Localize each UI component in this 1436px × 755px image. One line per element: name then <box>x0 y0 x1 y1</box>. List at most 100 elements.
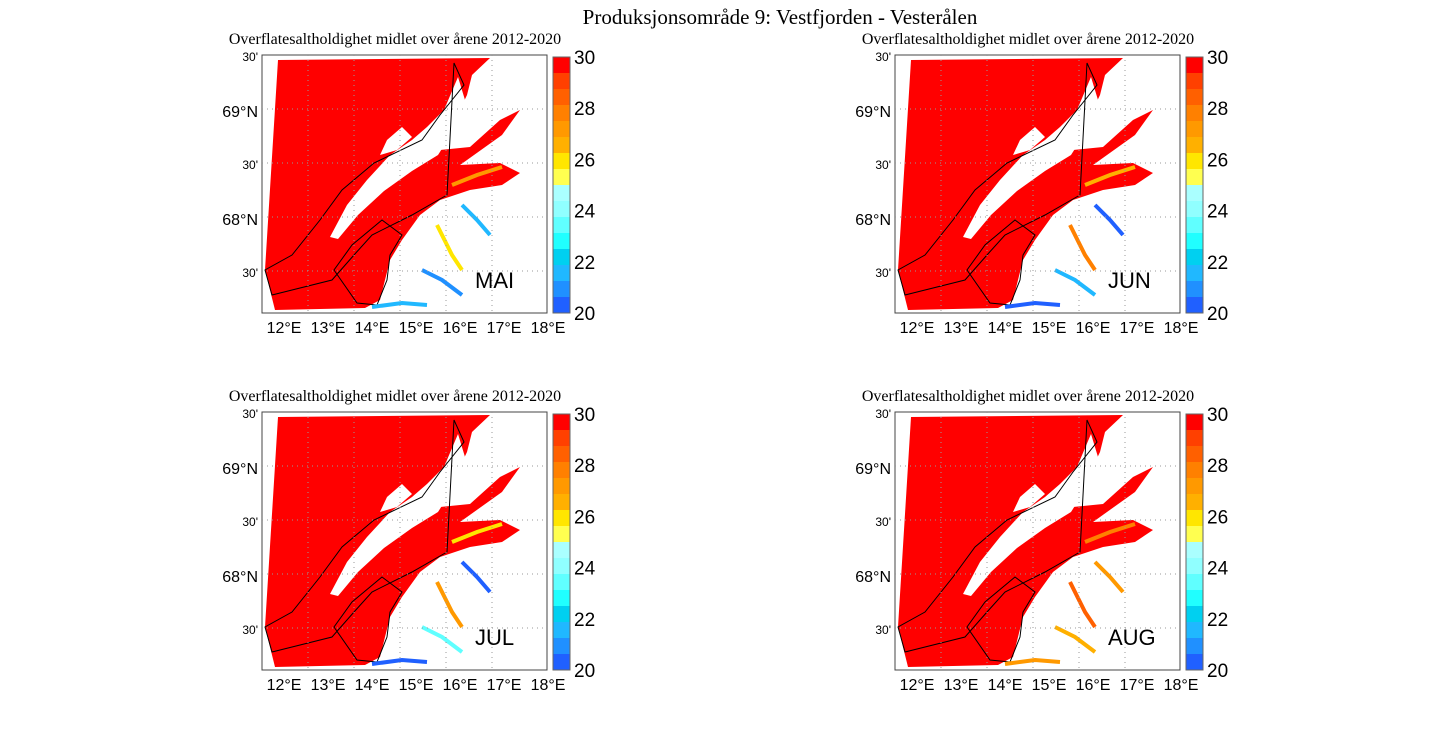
colorbar-bin <box>1186 590 1203 607</box>
colorbar-tick-label: 24 <box>574 202 596 223</box>
colorbar-bin <box>553 574 570 591</box>
lat-tick-label: 30' <box>242 407 258 421</box>
lat-tick-label: 69°N <box>222 461 258 478</box>
lon-tick-label: 12°E <box>900 320 935 337</box>
map-panel-jul: Overflatesaltholdighet midlet over årene… <box>222 388 595 694</box>
island-land <box>330 77 465 239</box>
colorbar-tick-label: 26 <box>574 507 595 528</box>
island-land <box>963 434 1098 596</box>
fjord-salinity <box>1054 268 1097 297</box>
colorbar-bin <box>553 590 570 607</box>
lat-tick-label: 68°N <box>222 212 258 229</box>
colorbar-tick-label: 30 <box>1207 405 1228 426</box>
zone-boundary <box>264 419 465 653</box>
colorbar-tick-label: 26 <box>1207 507 1228 528</box>
colorbar-bin <box>553 462 570 479</box>
fjord-salinity <box>421 268 464 297</box>
lon-tick-label: 18°E <box>1164 677 1199 694</box>
colorbar-frame <box>552 413 571 671</box>
lon-tick-label: 16°E <box>1076 677 1111 694</box>
island-land <box>1013 484 1045 512</box>
colorbar-bin <box>553 638 570 655</box>
month-label: MAI <box>475 268 514 293</box>
colorbar-bin <box>553 201 570 218</box>
colorbar-tick-label: 28 <box>574 456 595 477</box>
colorbar-bin <box>553 105 570 122</box>
colorbar-bin <box>1186 217 1203 234</box>
lat-tick-label: 30' <box>875 515 891 529</box>
lon-tick-label: 14°E <box>355 320 390 337</box>
fjord-salinity <box>1068 581 1097 629</box>
colorbar-bin <box>553 185 570 202</box>
lat-tick-label: 30' <box>242 50 258 64</box>
colorbar-bin <box>553 265 570 282</box>
colorbar-bin <box>1186 185 1203 202</box>
lon-tick-label: 15°E <box>399 677 434 694</box>
coastal-salinity <box>371 300 428 309</box>
lon-tick-label: 17°E <box>1120 320 1155 337</box>
zone-boundary <box>897 419 1098 653</box>
colorbar-bin <box>553 89 570 106</box>
lon-tick-label: 14°E <box>988 320 1023 337</box>
lat-tick-label: 68°N <box>222 569 258 586</box>
colorbar-tick-label: 24 <box>1207 559 1229 580</box>
lon-tick-label: 17°E <box>1120 677 1155 694</box>
island-land <box>380 484 412 512</box>
colorbar-tick-label: 22 <box>1207 253 1228 274</box>
fjord-salinity <box>460 203 492 237</box>
panel-title: Overflatesaltholdighet midlet over årene… <box>229 31 561 48</box>
month-label: JUN <box>1108 268 1151 293</box>
fjord-salinity <box>1068 224 1097 272</box>
colorbar-bin <box>553 233 570 250</box>
colorbar-bin <box>1186 169 1203 186</box>
colorbar-tick-label: 30 <box>574 405 595 426</box>
fjord-salinity <box>421 625 464 654</box>
colorbar-bin <box>553 281 570 298</box>
lat-tick-label: 30' <box>875 50 891 64</box>
lon-tick-label: 16°E <box>443 320 478 337</box>
fjord-salinity <box>1084 522 1136 544</box>
colorbar-bin <box>553 297 570 314</box>
lon-tick-label: 15°E <box>399 320 434 337</box>
lon-tick-label: 15°E <box>1032 677 1067 694</box>
month-label: JUL <box>475 625 514 650</box>
fjord-salinity <box>451 165 503 187</box>
colorbar-bin <box>553 446 570 463</box>
colorbar-bin <box>1186 622 1203 639</box>
fjord-salinity <box>1093 203 1125 237</box>
colorbar: 30 28 26 24 22 20 <box>1185 48 1229 325</box>
lat-tick-label: 68°N <box>855 569 891 586</box>
island-land <box>1013 127 1045 155</box>
fjord-salinity <box>1084 165 1136 187</box>
lon-tick-label: 18°E <box>1164 320 1199 337</box>
colorbar-bin <box>1186 201 1203 218</box>
colorbar-bin <box>553 606 570 623</box>
colorbar-tick-label: 30 <box>574 48 595 69</box>
colorbar-tick-label: 20 <box>574 661 595 682</box>
lat-tick-label: 30' <box>875 158 891 172</box>
colorbar-bin <box>553 430 570 447</box>
colorbar-tick-label: 26 <box>574 150 595 171</box>
colorbar-tick-label: 30 <box>1207 48 1228 69</box>
panel-title: Overflatesaltholdighet midlet over årene… <box>229 388 561 405</box>
colorbar-frame <box>552 56 571 314</box>
lat-tick-label: 30' <box>242 266 258 280</box>
colorbar-bin <box>1186 510 1203 527</box>
lat-tick-label: 30' <box>875 407 891 421</box>
colorbar-bin <box>1186 73 1203 90</box>
colorbar: 30 28 26 24 22 20 <box>552 405 596 682</box>
lat-tick-label: 69°N <box>855 104 891 121</box>
lon-tick-label: 16°E <box>1076 320 1111 337</box>
colorbar-bin <box>1186 526 1203 543</box>
colorbar-bin <box>1186 574 1203 591</box>
colorbar-bin <box>1186 542 1203 559</box>
panels: Overflatesaltholdighet midlet over årene… <box>222 31 1228 694</box>
lat-tick-label: 30' <box>242 515 258 529</box>
colorbar-tick-label: 26 <box>1207 150 1228 171</box>
colorbar-bin <box>1186 446 1203 463</box>
lon-tick-label: 17°E <box>487 677 522 694</box>
colorbar-bin <box>1186 281 1203 298</box>
colorbar-bin <box>553 137 570 154</box>
colorbar-tick-label: 28 <box>1207 456 1228 477</box>
